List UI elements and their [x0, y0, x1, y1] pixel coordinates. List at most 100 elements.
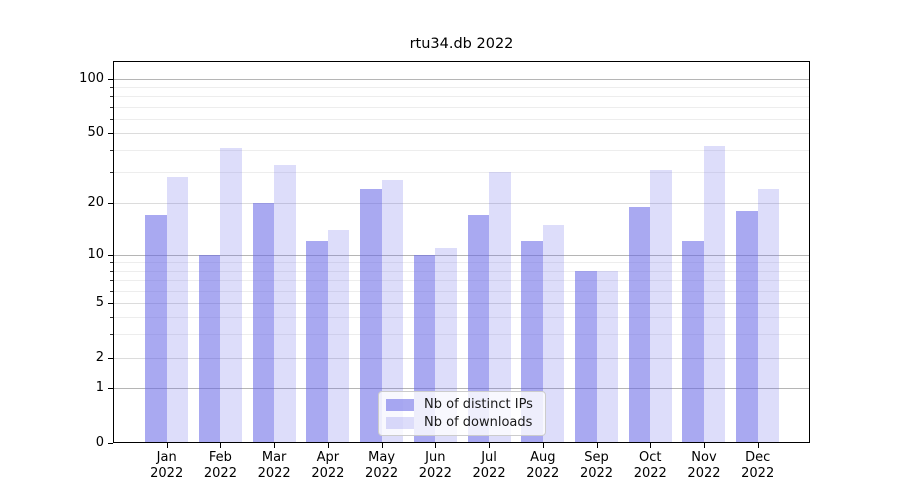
bar-downloads-jan	[166, 177, 189, 442]
x-tick-year: 2022	[526, 466, 560, 481]
x-tick-mark	[435, 443, 437, 448]
x-tick-label-nov: Nov 2022	[674, 450, 734, 482]
y-tick-mark	[108, 303, 113, 305]
y-tick-mark-minor	[110, 333, 113, 335]
gridline-major	[114, 79, 809, 80]
bar-downloads-dec	[757, 189, 780, 442]
y-tick-mark-minor	[110, 118, 113, 120]
x-tick-month: Nov	[691, 450, 717, 465]
gridline-minor	[114, 149, 809, 151]
y-tick-label: 5	[95, 295, 104, 311]
bar-distinct-ips-nov	[682, 241, 704, 442]
x-tick-label-aug: Aug 2022	[513, 450, 573, 482]
gridline-minor	[114, 172, 809, 174]
y-tick-mark-minor	[110, 270, 113, 272]
x-tick-year: 2022	[257, 466, 291, 481]
gridline-minor	[114, 333, 809, 335]
y-tick-label: 20	[87, 195, 104, 211]
bar-distinct-ips-may	[360, 189, 382, 442]
y-tick-mark	[108, 79, 113, 80]
bar-distinct-ips-jan	[145, 215, 167, 442]
x-tick-mark	[596, 443, 598, 448]
x-tick-label-may: May 2022	[352, 450, 412, 482]
bar-downloads-aug	[542, 224, 565, 442]
gridline-minor	[114, 270, 809, 272]
y-tick-mark-minor	[110, 290, 113, 292]
bar-downloads-may	[381, 180, 404, 442]
x-tick-year: 2022	[418, 466, 452, 481]
x-tick-month: Jan	[156, 450, 177, 465]
legend-label-distinct-ips: Nb of distinct IPs	[424, 397, 533, 412]
gridline-major	[114, 255, 809, 256]
x-tick-label-jan: Jan 2022	[137, 450, 197, 482]
legend-swatch-downloads	[386, 416, 414, 429]
gridline-minor	[114, 87, 809, 89]
bar-downloads-feb	[220, 147, 242, 442]
chart-title: rtu34.db 2022	[409, 36, 514, 52]
x-tick-mark	[650, 443, 652, 448]
bar-downloads-nov	[703, 146, 726, 442]
y-tick-mark-minor	[110, 279, 113, 281]
bar-distinct-ips-dec	[736, 211, 758, 442]
x-tick-mark	[166, 443, 168, 448]
y-tick-mark-minor	[110, 87, 113, 89]
x-tick-year: 2022	[687, 466, 721, 481]
gridline-major	[114, 203, 809, 205]
x-tick-label-jun: Jun 2022	[405, 450, 465, 482]
bar-distinct-ips-sep	[575, 270, 597, 442]
gridline-minor	[114, 118, 809, 120]
x-tick-month: Feb	[208, 450, 232, 465]
x-tick-label-feb: Feb 2022	[190, 450, 250, 482]
gridline-major	[114, 358, 809, 360]
gridline-minor	[114, 262, 809, 264]
x-tick-year: 2022	[633, 466, 667, 481]
x-tick-label-oct: Oct 2022	[620, 450, 680, 482]
y-tick-mark-minor	[110, 106, 113, 108]
gridline-minor	[114, 279, 809, 281]
y-tick-label: 100	[79, 71, 104, 86]
x-tick-mark	[489, 443, 491, 448]
x-tick-mark	[381, 443, 383, 448]
x-tick-month: Sep	[584, 450, 609, 465]
x-tick-month: May	[368, 450, 396, 465]
bar-distinct-ips-oct	[628, 207, 651, 442]
y-tick-mark	[108, 132, 113, 134]
x-tick-mark	[220, 443, 222, 448]
y-tick-mark	[108, 255, 113, 256]
x-tick-year: 2022	[472, 466, 506, 481]
y-tick-label: 50	[87, 124, 104, 140]
x-tick-month: Jun	[425, 450, 446, 465]
x-tick-label-jul: Jul 2022	[459, 450, 519, 482]
bar-distinct-ips-jul	[467, 215, 490, 442]
legend: Nb of distinct IPs Nb of downloads	[378, 391, 546, 436]
x-tick-month: Oct	[638, 450, 662, 465]
x-tick-mark	[274, 443, 276, 448]
x-tick-month: Apr	[316, 450, 340, 465]
y-tick-mark	[108, 388, 113, 390]
y-tick-label: 0	[95, 435, 104, 450]
x-tick-year: 2022	[150, 466, 184, 481]
bar-downloads-apr	[327, 229, 350, 442]
y-tick-mark	[108, 203, 113, 205]
bar-downloads-sep	[596, 270, 619, 442]
gridline-minor	[114, 106, 809, 108]
bar-downloads-oct	[650, 169, 672, 442]
x-tick-label-dec: Dec 2022	[728, 450, 788, 482]
x-tick-month: Aug	[530, 450, 556, 465]
gridline-minor	[114, 290, 809, 292]
y-tick-mark	[108, 358, 113, 360]
plot-area	[113, 61, 810, 443]
bar-distinct-ips-feb	[198, 255, 221, 442]
legend-entry-distinct-ips: Nb of distinct IPs	[386, 397, 545, 412]
x-tick-year: 2022	[365, 466, 399, 481]
x-tick-year: 2022	[203, 466, 237, 481]
y-tick-mark	[108, 443, 113, 444]
legend-entry-downloads: Nb of downloads	[386, 415, 545, 430]
bar-distinct-ips-mar	[252, 203, 275, 442]
x-tick-mark	[757, 443, 759, 448]
x-tick-month: Mar	[261, 450, 287, 465]
bar-downloads-jul	[489, 172, 511, 442]
gridline-minor	[114, 316, 809, 318]
y-tick-mark-minor	[110, 316, 113, 318]
